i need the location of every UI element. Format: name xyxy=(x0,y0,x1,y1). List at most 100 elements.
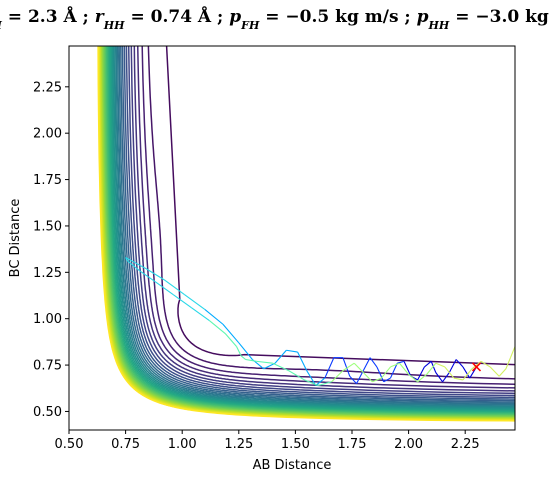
contour-line-20 xyxy=(108,46,515,413)
y-tick-label-2: 1.00 xyxy=(33,312,62,327)
trajectory-segment-57 xyxy=(372,377,382,383)
trajectory-segment-69 xyxy=(480,360,491,368)
trajectory-segment-30 xyxy=(222,323,240,344)
trajectory-segment-22 xyxy=(315,377,326,386)
trajectory-segment-45 xyxy=(236,346,242,357)
y-tick-label-1: 0.75 xyxy=(33,359,62,374)
y-tick-label-6: 2.00 xyxy=(33,127,62,142)
trajectory-segment-40 xyxy=(154,281,174,296)
y-tick-label-3: 1.25 xyxy=(33,266,62,281)
trajectory-segment-64 xyxy=(435,362,446,368)
trajectory-segment-1 xyxy=(462,366,471,379)
trajectory-segment-13 xyxy=(383,377,391,383)
contour-line-12 xyxy=(118,46,515,405)
contour-line-19 xyxy=(109,46,515,412)
trajectory-segment-48 xyxy=(256,360,273,364)
trajectory-segment-6 xyxy=(430,361,437,373)
trajectory-path xyxy=(125,256,515,387)
contour-line-13 xyxy=(116,46,515,406)
trajectory-segment-50 xyxy=(288,370,305,381)
contour-lines xyxy=(97,46,515,422)
trajectory-segment-23 xyxy=(306,370,317,386)
trajectory-segment-19 xyxy=(342,357,351,377)
trajectory-segment-15 xyxy=(369,357,378,368)
trajectory-segment-7 xyxy=(424,360,432,368)
trajectory-segment-12 xyxy=(389,362,398,379)
trajectory-segment-58 xyxy=(380,366,391,379)
title-value-0: = 2.3 Å ; xyxy=(2,5,95,27)
contour-line-7 xyxy=(127,46,515,397)
trajectory-segment-60 xyxy=(399,362,410,375)
contour-line-22 xyxy=(106,46,515,415)
trajectory-segment-38 xyxy=(127,260,140,271)
contour-line-4 xyxy=(137,46,515,389)
trajectory-segment-49 xyxy=(272,362,289,372)
title-symbol-1: r xyxy=(95,7,105,27)
x-axis-label: AB Distance xyxy=(253,458,332,473)
contour-line-15 xyxy=(114,46,515,408)
trajectory-segment-47 xyxy=(245,358,257,362)
trajectory-segment-66 xyxy=(453,377,464,381)
contour-line-14 xyxy=(115,46,515,407)
trajectory-segment-56 xyxy=(362,372,373,383)
trajectory-segment-36 xyxy=(125,256,133,262)
contour-line-26 xyxy=(102,46,515,418)
contour-line-10 xyxy=(121,46,515,402)
x-tick-label-4: 1.50 xyxy=(281,437,310,452)
title-subscript-0: F−H xyxy=(0,19,2,32)
start-marker xyxy=(471,362,482,372)
trajectory-segment-29 xyxy=(238,342,253,360)
y-tick-label-7: 2.25 xyxy=(33,80,62,95)
trajectory-segment-27 xyxy=(263,362,276,370)
trajectory-segment-26 xyxy=(274,349,287,364)
trajectory-segment-55 xyxy=(353,362,364,373)
contour-line-28 xyxy=(101,46,515,419)
trajectory-segment-54 xyxy=(342,362,355,372)
contour-line-21 xyxy=(107,46,515,414)
trajectory-segment-8 xyxy=(417,366,425,381)
trajectory-segment-21 xyxy=(324,357,335,379)
trajectory-segment-35 xyxy=(132,260,147,270)
trajectory-segment-17 xyxy=(356,370,364,384)
title-symbol-2: p xyxy=(229,7,241,27)
y-axis-label: BC Distance xyxy=(8,199,23,278)
title-symbol-3: p xyxy=(417,7,429,27)
y-tick-label-0: 0.50 xyxy=(33,405,62,420)
contour-line-32 xyxy=(98,46,515,421)
x-tick-label-1: 0.75 xyxy=(111,437,140,452)
x-axis-ticks: 0.50 0.75 1.00 1.25 1.50 1.75 2.00 2.25 xyxy=(55,430,480,452)
trajectory-segment-65 xyxy=(444,366,455,379)
trajectory-segment-2 xyxy=(455,359,464,368)
trajectory-segment-34 xyxy=(145,268,165,281)
y-axis-ticks: 0.50 0.75 1.00 1.25 1.50 1.75 2.00 2.25 xyxy=(33,80,69,420)
trajectory-segment-68 xyxy=(471,360,482,370)
x-tick-label-2: 1.00 xyxy=(168,437,197,452)
contour-line-23 xyxy=(105,46,515,415)
x-tick-label-7: 2.25 xyxy=(451,437,480,452)
trajectory-segment-3 xyxy=(448,359,457,373)
trajectory-segment-39 xyxy=(138,270,156,283)
contour-line-9 xyxy=(123,46,515,400)
trajectory-segment-73 xyxy=(509,346,515,358)
trajectory-segment-41 xyxy=(172,294,192,309)
trajectory-segment-25 xyxy=(286,349,298,353)
x-tick-label-0: 0.50 xyxy=(55,437,84,452)
trajectory-segment-62 xyxy=(417,373,428,383)
title-value-2: = −0.5 kg m/s ; xyxy=(259,7,416,27)
trajectory-segment-14 xyxy=(376,366,385,382)
title-subscript-2: FH xyxy=(240,19,260,32)
trajectory-segment-16 xyxy=(362,357,371,371)
trajectory-segment-37 xyxy=(125,257,129,262)
contour-line-24 xyxy=(104,46,515,416)
contour-line-18 xyxy=(110,46,515,411)
title-subscript-1: HH xyxy=(103,19,125,32)
trajectory-segment-59 xyxy=(390,362,400,368)
trajectory-segment-67 xyxy=(462,368,473,381)
trajectory-segment-42 xyxy=(190,307,210,321)
trajectory-segment-24 xyxy=(297,351,308,371)
trajectory-segment-4 xyxy=(442,372,450,383)
trajectory-segment-5 xyxy=(435,372,443,383)
contour-line-1 xyxy=(165,46,515,366)
chart-title: rF−H = 2.3 Å ; rHH = 0.74 Å ; pFH = −0.5… xyxy=(0,5,554,32)
